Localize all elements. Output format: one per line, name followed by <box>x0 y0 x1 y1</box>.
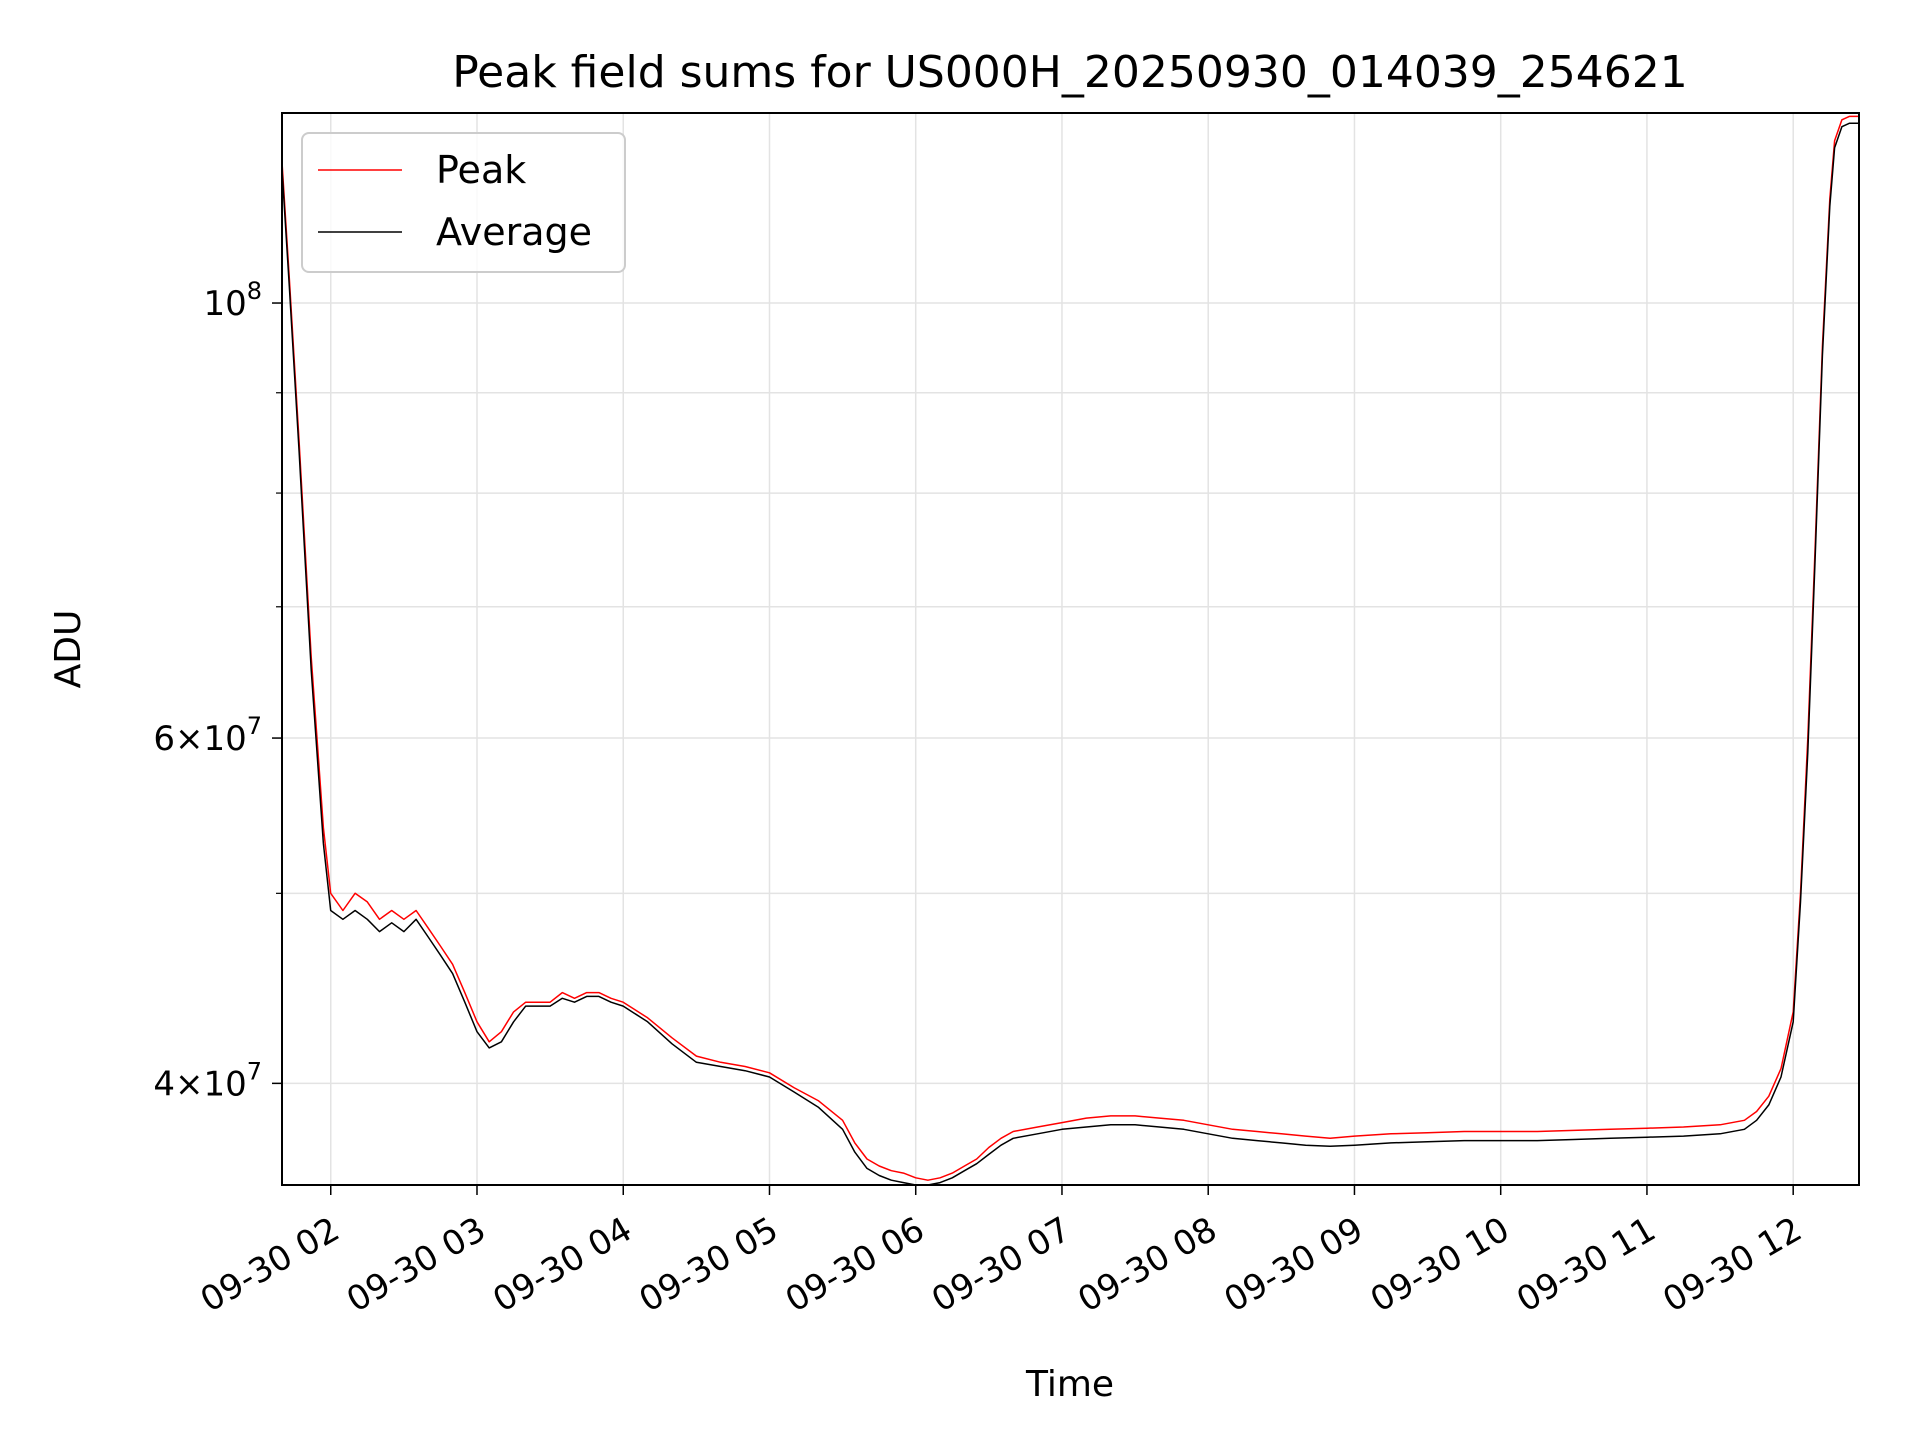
y-axis: 4×107 6×107 108 <box>153 277 282 1104</box>
legend-label-average: Average <box>436 210 592 254</box>
legend-label-peak: Peak <box>436 148 526 192</box>
legend-box <box>301 132 626 273</box>
series-line-peak <box>281 115 1859 1181</box>
chart-title: Peak field sums for US000H_20250930_0140… <box>452 47 1688 98</box>
y-tick-label: 6×107 <box>153 712 262 759</box>
plot-frame <box>281 112 1860 1186</box>
x-axis-label: Time <box>1025 1364 1114 1405</box>
y-tick-label: 4×107 <box>153 1057 262 1104</box>
y-tick-label: 108 <box>203 277 262 324</box>
legend: Peak Average <box>301 132 626 273</box>
y-axis-label: ADU <box>48 610 89 689</box>
